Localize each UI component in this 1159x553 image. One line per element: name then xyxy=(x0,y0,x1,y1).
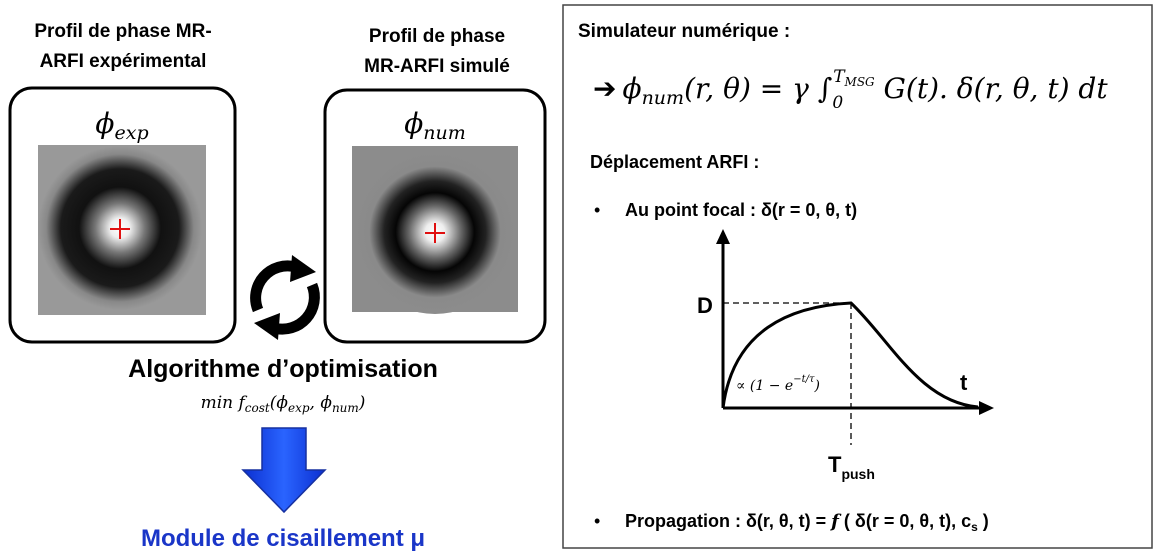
text-part: 0 xyxy=(832,93,843,113)
result: Module de cisaillement μ xyxy=(141,525,425,552)
text-part: ) xyxy=(814,378,820,394)
text-part: T xyxy=(828,452,842,477)
num-title: Profil de phase MR-ARFI simulé xyxy=(364,26,510,77)
text-part: Propagation : δ(r, θ, t) = xyxy=(625,511,831,531)
annotation: ∝ (1 − e−t/τ) xyxy=(736,374,820,394)
algo-title: Algorithme d’optimisation xyxy=(128,355,438,383)
text-part: num xyxy=(332,401,359,415)
bullet: • xyxy=(594,200,600,220)
algo-formula: min fcost(ϕexp, ϕnum) xyxy=(201,393,366,415)
guide-lines xyxy=(723,303,851,445)
cycle-head xyxy=(254,313,280,340)
text-part: ϕ xyxy=(95,107,114,140)
axis-head xyxy=(979,401,994,415)
text-part: ∝ (1 − e xyxy=(736,378,793,394)
down-arrow xyxy=(243,428,325,512)
text-part: ) xyxy=(358,393,366,413)
text-part: num xyxy=(423,122,466,144)
text-part: ϕ xyxy=(404,107,423,140)
exp-title: Profil de phase MR- ARFI expérimental xyxy=(34,21,211,72)
cycle-head xyxy=(290,255,316,282)
text-part: num xyxy=(642,87,685,109)
section: Déplacement ARFI : xyxy=(590,152,759,172)
x-label: t xyxy=(960,370,968,395)
bullet1: Au point focal : δ(r = 0, θ, t) xyxy=(625,200,857,220)
text-part: ϕ xyxy=(276,393,288,413)
text-part: push xyxy=(841,466,874,482)
text-part: G(t). δ(r, θ, t) dt xyxy=(875,72,1109,105)
exp-symbol: ϕexp xyxy=(95,107,148,144)
text-part: ( δ(r = 0, θ, t), c xyxy=(839,511,971,531)
text-part: (r, θ) = γ ∫ xyxy=(684,72,832,105)
text-part: min xyxy=(201,393,234,413)
text-part: ARFI expérimental xyxy=(40,51,207,72)
bullet: • xyxy=(594,511,600,531)
text-part: −t/τ xyxy=(793,374,815,385)
text-part: Profil de phase MR- xyxy=(34,21,211,42)
text-part: exp xyxy=(288,401,310,415)
num-symbol: ϕnum xyxy=(404,107,466,144)
text-part: MSG xyxy=(844,75,876,89)
text-part: , xyxy=(310,393,321,413)
text-part: ϕ xyxy=(320,393,332,413)
text-part: ϕ xyxy=(622,72,641,105)
marker: Tpush xyxy=(828,452,875,482)
text-part: ➔ xyxy=(593,72,616,105)
text-part: exp xyxy=(114,122,148,144)
text-part: MR-ARFI simulé xyxy=(364,56,510,77)
diagram: Profil de phase MR- ARFI expérimental Pro… xyxy=(0,0,1159,553)
sim-title: Simulateur numérique : xyxy=(578,21,790,42)
axis-head xyxy=(716,229,730,244)
y-label: D xyxy=(697,293,713,318)
equation: ➔ϕnum(r, θ) = γ ∫0TMSG G(t). δ(r, θ, t) … xyxy=(593,67,1108,113)
bullet2: Propagation : δ(r, θ, t) = f ( δ(r = 0, … xyxy=(625,511,989,534)
text-part: Profil de phase xyxy=(369,26,505,47)
text-part: cost xyxy=(245,401,270,415)
text-part: ) xyxy=(978,511,989,531)
